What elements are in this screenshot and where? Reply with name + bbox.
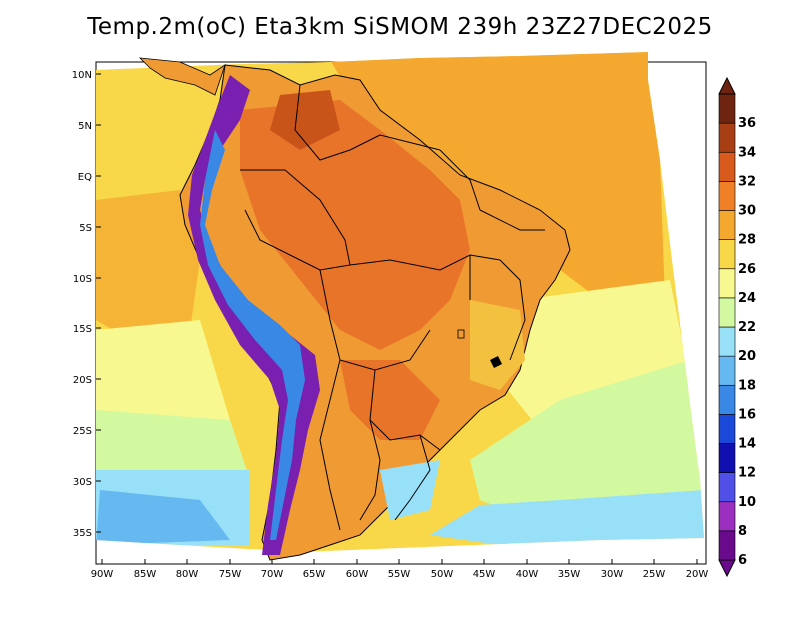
lat-label: 20S	[73, 375, 92, 386]
colorbar-level-label: 32	[738, 174, 756, 189]
hot-chaco	[340, 360, 440, 440]
lon-label: 80W	[176, 569, 199, 580]
lat-label: 5N	[78, 121, 92, 132]
colorbar-box	[718, 122, 736, 153]
warm-atlantic	[330, 52, 665, 300]
lon-label: 65W	[303, 569, 326, 580]
lat-label: EQ	[78, 172, 92, 183]
lat-label: 5S	[79, 223, 92, 234]
colorbar: 6 8 10 12 14 16 18 20 22 24 26 28 30 32 34 36	[718, 76, 756, 578]
lake-marker	[457, 329, 465, 339]
reservoir-marker	[490, 356, 502, 368]
hottest-north	[270, 90, 340, 150]
south-brazil-cool	[380, 460, 440, 520]
colorbar-max-arrow	[718, 76, 736, 95]
cold-atlantic	[430, 490, 704, 548]
lat-label: 25S	[73, 426, 92, 437]
lon-label: 75W	[219, 569, 242, 580]
lon-label: 20W	[686, 569, 709, 580]
lon-label: 40W	[516, 569, 539, 580]
colorbar-level-label: 24	[738, 291, 756, 306]
colorbar-box	[718, 239, 736, 270]
colorbar-box	[718, 414, 736, 444]
pacific-colder	[96, 490, 230, 545]
south-america-land	[138, 57, 571, 561]
map-title: Temp.2m(oC) Eta3km SiSMOM 239h 23Z27DEC2…	[87, 14, 713, 40]
warm-pacific	[96, 190, 200, 340]
lon-label: 45W	[473, 569, 496, 580]
country-borders	[240, 84, 545, 531]
lon-label: 35W	[558, 569, 581, 580]
hot-interior	[240, 100, 470, 350]
colorbar-box	[718, 93, 736, 124]
colorbar-box	[718, 384, 736, 415]
lon-label: 70W	[261, 569, 284, 580]
lat-label: 30S	[73, 477, 92, 488]
lon-label: 85W	[134, 569, 157, 580]
colorbar-labels: 6 8 10 12 14 16 18 20 22 24 26 28 30 32 34 36	[738, 116, 756, 568]
colorbar-level-label: 6	[738, 553, 747, 568]
colorbar-level-label: 12	[738, 466, 756, 481]
colorbar-level-label: 8	[738, 524, 747, 539]
lat-label: 10N	[72, 70, 92, 81]
colorbar-box	[718, 355, 736, 386]
andes-cool-fringe	[200, 130, 305, 540]
colorbar-level-label: 30	[738, 204, 756, 219]
colorbar-level-label: 36	[738, 116, 756, 131]
colorbar-level-label: 10	[738, 495, 756, 510]
colorbar-box	[718, 326, 736, 357]
central-america	[138, 57, 226, 96]
colorbar-level-label: 20	[738, 349, 756, 364]
colorbar-level-label: 18	[738, 378, 756, 393]
lon-label: 50W	[431, 569, 454, 580]
colorbar-boxes	[718, 76, 736, 578]
lon-label: 90W	[91, 569, 114, 580]
colorbar-level-label: 34	[738, 145, 756, 160]
lon-label: 55W	[388, 569, 411, 580]
lat-label: 35S	[73, 528, 92, 539]
latitude-axis: 10N 5N EQ 5S 10S 15S 20S 25S 30S 35S	[72, 70, 101, 539]
colorbar-level-label: 22	[738, 320, 756, 335]
colorbar-min-arrow	[718, 559, 736, 578]
colorbar-box	[718, 530, 736, 561]
colorbar-level-label: 28	[738, 233, 756, 248]
colorbar-level-label: 16	[738, 407, 756, 422]
colorbar-level-label: 26	[738, 262, 756, 277]
brazil-highlands	[470, 300, 525, 390]
colorbar-level-label: 14	[738, 437, 756, 452]
colorbar-box	[718, 151, 736, 182]
colorbar-box	[718, 443, 736, 473]
longitude-axis: 90W 85W 80W 75W 70W 65W 60W 55W 50W 45W …	[91, 559, 709, 580]
colorbar-box	[718, 501, 736, 532]
lat-label: 10S	[73, 274, 92, 285]
lat-label: 15S	[73, 324, 92, 335]
colorbar-box	[718, 297, 736, 328]
colorbar-box	[718, 210, 736, 240]
colorbar-box	[718, 268, 736, 299]
colorbar-box	[718, 472, 736, 503]
lon-label: 25W	[643, 569, 666, 580]
lon-label: 60W	[346, 569, 369, 580]
lon-label: 30W	[601, 569, 624, 580]
colorbar-box	[718, 181, 736, 211]
green-atlantic	[470, 360, 704, 538]
